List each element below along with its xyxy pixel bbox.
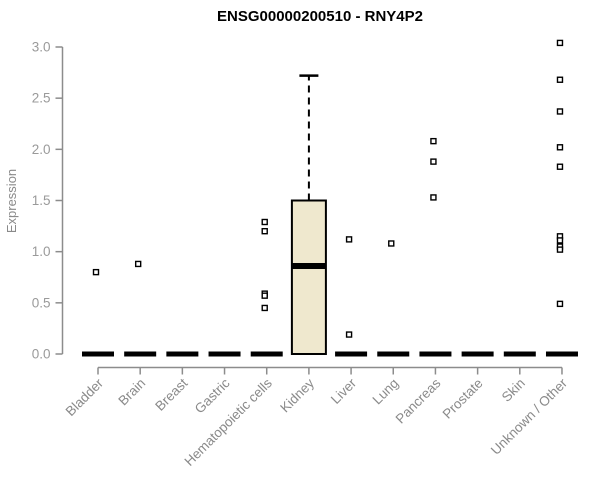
x-tick-label: Brain — [115, 376, 148, 409]
x-tick-label: Unknown / Other — [488, 375, 571, 458]
y-tick-label: 0.5 — [32, 295, 51, 310]
box — [290, 199, 327, 355]
y-tick-label: 2.5 — [32, 91, 51, 106]
outlier-point — [556, 237, 564, 244]
y-tick-label: 1.0 — [32, 244, 51, 259]
y-tick-label: 3.0 — [32, 40, 51, 55]
x-tick-label: Liver — [328, 375, 360, 407]
chart-title: ENSG00000200510 - RNY4P2 — [217, 8, 423, 25]
zero-median-bar — [124, 351, 157, 357]
y-axis-label: Expression — [4, 169, 19, 233]
plot-area: 0.0 0.5 1.0 1.5 2.0 2.5 3.0 Bladder Brain Breast G… — [32, 40, 578, 469]
outlier-point — [345, 236, 353, 243]
outlier-point — [556, 163, 564, 170]
outlier-point — [134, 260, 142, 268]
outlier-point — [556, 246, 564, 253]
zero-median-bar — [82, 351, 114, 357]
zero-median-bar — [166, 351, 199, 357]
y-tick-label: 0.0 — [32, 347, 51, 362]
outlier-point — [556, 144, 564, 151]
x-tick-label: Kidney — [277, 375, 317, 415]
outlier-point — [430, 137, 437, 145]
zero-median-bar — [545, 351, 578, 357]
outlier-point — [556, 108, 564, 115]
outlier-point — [261, 304, 268, 312]
zero-median-bar — [335, 351, 368, 357]
y-tick-label: 1.5 — [32, 193, 51, 208]
x-tick-label: Breast — [152, 375, 190, 413]
x-tick-label: Prostate — [440, 376, 486, 422]
outlier-point — [430, 194, 437, 201]
outlier-point — [556, 300, 564, 308]
x-tick-label: Gastric — [192, 375, 233, 416]
outlier-point — [92, 268, 100, 276]
x-tick-label: Lung — [370, 376, 402, 408]
zero-median-bar — [461, 351, 494, 357]
outlier-point — [261, 218, 268, 226]
outlier-point — [556, 39, 564, 47]
outlier-point — [261, 292, 268, 299]
outlier-point — [388, 240, 395, 247]
zero-median-bar — [419, 351, 452, 357]
x-tick-label: Pancreas — [393, 375, 444, 426]
x-tick-label: Bladder — [63, 375, 107, 419]
zero-median-bar — [503, 351, 536, 357]
x-tick-label: Skin — [499, 376, 528, 405]
outlier-point — [345, 331, 353, 338]
y-tick-label: 2.0 — [32, 142, 51, 157]
zero-median-bar — [377, 351, 410, 357]
outlier-point — [556, 76, 564, 83]
outlier-point — [261, 227, 268, 235]
outlier-point — [430, 158, 437, 165]
zero-median-bar — [250, 351, 283, 357]
zero-median-bar — [208, 351, 241, 357]
